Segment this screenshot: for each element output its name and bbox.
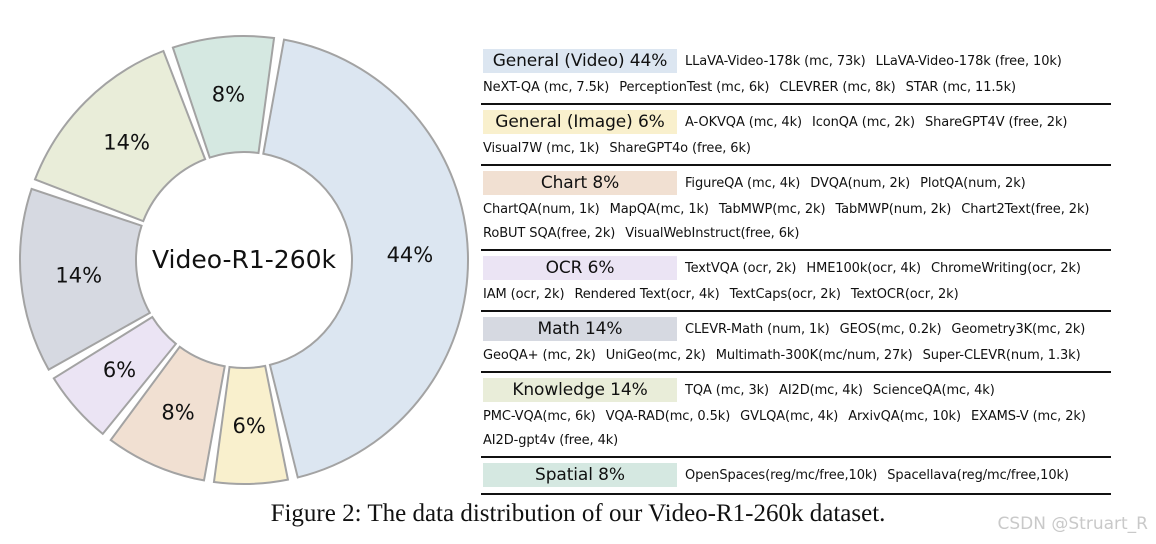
dataset-entry: GVLQA(mc, 4k)	[740, 408, 839, 424]
dataset-entry: TabMWP(mc, 2k)	[718, 201, 826, 217]
dataset-entry: ChartQA(num, 1k)	[483, 201, 600, 217]
dataset-entry: LLaVA-Video-178k (free, 10k)	[875, 53, 1062, 69]
dataset-entry: Geometry3K(mc, 2k)	[951, 321, 1086, 337]
donut-chart: 8% 44% 6% 8% 6% 14% 14% Video-R1-260k	[19, 35, 469, 485]
dataset-entry: LLaVA-Video-178k (mc, 73k)	[685, 53, 866, 69]
donut-slice-general-image	[212, 364, 290, 485]
category-badge: Spatial 8%	[483, 463, 677, 487]
dataset-entry: MapQA(mc, 1k)	[609, 201, 709, 217]
dataset-entry: STAR (mc, 11.5k)	[905, 79, 1016, 95]
dataset-entry: A-OKVQA (mc, 4k)	[685, 114, 802, 130]
dataset-entry: Chart2Text(free, 2k)	[961, 201, 1090, 217]
category-badge: Knowledge 14%	[483, 378, 677, 402]
dataset-entry: GeoQA+ (mc, 2k)	[483, 347, 596, 363]
donut-slice-general-video	[262, 38, 469, 479]
dataset-entry: FigureQA (mc, 4k)	[685, 175, 801, 191]
legend-line: Knowledge 14% TQA (mc, 3k) AI2D(mc, 4k) Sci…	[483, 376, 1111, 404]
legend-line: GeoQA+ (mc, 2k) UniGeo(mc, 2k) Multimath-3…	[483, 343, 1111, 367]
dataset-entry: Spacellava(reg/mc/free,10k)	[887, 467, 1069, 483]
legend-line: AI2D-gpt4v (free, 4k)	[483, 428, 1111, 452]
dataset-entry: Multimath-300K(mc/num, 27k)	[715, 347, 913, 363]
legend-group: General (Video) 44% LLaVA-Video-178k (mc,…	[481, 44, 1111, 105]
dataset-entry: ChromeWriting(ocr, 2k)	[931, 260, 1081, 276]
dataset-entry: PerceptionTest (mc, 6k)	[619, 79, 770, 95]
dataset-entry: ShareGPT4V (free, 2k)	[924, 114, 1068, 130]
dataset-entry: IconQA (mc, 2k)	[812, 114, 915, 130]
dataset-entry: EXAMS-V (mc, 2k)	[970, 408, 1086, 424]
legend-group: Chart 8% FigureQA (mc, 4k) DVQA(num, 2k) Pl…	[481, 166, 1111, 251]
category-badge: Math 14%	[483, 317, 677, 341]
dataset-entry: Visual7W (mc, 1k)	[483, 140, 600, 156]
legend-line: PMC-VQA(mc, 6k) VQA-RAD(mc, 0.5k) GVLQA(mc…	[483, 404, 1111, 428]
dataset-entry: TabMWP(num, 2k)	[835, 201, 952, 217]
dataset-entry: AI2D(mc, 4k)	[779, 382, 863, 398]
legend-group: Spatial 8% OpenSpaces(reg/mc/free,10k) Spa…	[481, 458, 1111, 495]
category-legend-table: General (Video) 44% LLaVA-Video-178k (mc,…	[481, 44, 1111, 495]
donut-center-label: Video-R1-260k	[152, 245, 337, 274]
category-badge: OCR 6%	[483, 256, 677, 280]
dataset-entry: VisualWebInstruct(free, 6k)	[625, 225, 800, 241]
category-badge: General (Image) 6%	[483, 110, 677, 134]
dataset-entry: ShareGPT4o (free, 6k)	[609, 140, 751, 156]
dataset-entry: CLEVRER (mc, 8k)	[779, 79, 896, 95]
legend-line: Math 14% CLEVR-Math (num, 1k) GEOS(mc, 0.2…	[483, 315, 1111, 343]
legend-line: General (Image) 6% A-OKVQA (mc, 4k) IconQA…	[483, 108, 1111, 136]
dataset-entry: UniGeo(mc, 2k)	[605, 347, 706, 363]
dataset-entry: NeXT-QA (mc, 7.5k)	[483, 79, 610, 95]
dataset-entry: ScienceQA(mc, 4k)	[872, 382, 995, 398]
dataset-entry: PMC-VQA(mc, 6k)	[483, 408, 596, 424]
slice-percent-label: 6%	[233, 414, 266, 438]
legend-group: Knowledge 14% TQA (mc, 3k) AI2D(mc, 4k) Sci…	[481, 373, 1111, 458]
dataset-entry: RoBUT SQA(free, 2k)	[483, 225, 616, 241]
dataset-entry: HME100k(ocr, 4k)	[806, 260, 922, 276]
dataset-entry: PlotQA(num, 2k)	[920, 175, 1026, 191]
legend-line: RoBUT SQA(free, 2k) VisualWebInstruct(fre…	[483, 221, 1111, 245]
dataset-entry: OpenSpaces(reg/mc/free,10k)	[685, 467, 878, 483]
donut-slice-knowledge	[33, 49, 207, 223]
slice-percent-label: 14%	[55, 264, 102, 288]
legend-line: OCR 6% TextVQA (ocr, 2k) HME100k(ocr, 4k) C…	[483, 254, 1111, 282]
dataset-entry: CLEVR-Math (num, 1k)	[685, 321, 830, 337]
dataset-entry: ArxivQA(mc, 10k)	[848, 408, 961, 424]
legend-group: OCR 6% TextVQA (ocr, 2k) HME100k(ocr, 4k) C…	[481, 251, 1111, 312]
donut-slice-ocr	[52, 315, 178, 436]
legend-line: Chart 8% FigureQA (mc, 4k) DVQA(num, 2k) Pl…	[483, 169, 1111, 197]
donut-slice-spatial	[171, 35, 276, 159]
category-badge: General (Video) 44%	[483, 49, 677, 73]
dataset-entry: TextCaps(ocr, 2k)	[729, 286, 841, 302]
legend-line: IAM (ocr, 2k) Rendered Text(ocr, 4k) TextC…	[483, 282, 1111, 306]
legend-line: General (Video) 44% LLaVA-Video-178k (mc,…	[483, 47, 1111, 75]
legend-group: General (Image) 6% A-OKVQA (mc, 4k) IconQA…	[481, 105, 1111, 166]
dataset-entry: AI2D-gpt4v (free, 4k)	[483, 432, 619, 448]
legend-line: ChartQA(num, 1k) MapQA(mc, 1k) TabMWP(mc, …	[483, 197, 1111, 221]
legend-group: Math 14% CLEVR-Math (num, 1k) GEOS(mc, 0.2…	[481, 312, 1111, 373]
slice-percent-label: 8%	[161, 400, 194, 424]
dataset-entry: IAM (ocr, 2k)	[483, 286, 565, 302]
slice-percent-label: 6%	[103, 358, 136, 382]
figure-caption: Figure 2: The data distribution of our V…	[270, 500, 886, 527]
dataset-entry: TextVQA (ocr, 2k)	[685, 260, 797, 276]
dataset-entry: VQA-RAD(mc, 0.5k)	[605, 408, 731, 424]
donut-slice-chart	[109, 345, 226, 482]
slice-percent-label: 44%	[387, 243, 434, 267]
legend-line: Visual7W (mc, 1k) ShareGPT4o (free, 6k)	[483, 136, 1111, 160]
donut-slice-math	[19, 187, 152, 372]
slice-percent-label: 14%	[103, 131, 150, 155]
dataset-entry: TextOCR(ocr, 2k)	[850, 286, 959, 302]
dataset-entry: Rendered Text(ocr, 4k)	[574, 286, 720, 302]
legend-line: Spatial 8% OpenSpaces(reg/mc/free,10k) Spa…	[483, 461, 1111, 489]
dataset-entry: TQA (mc, 3k)	[685, 382, 770, 398]
slice-percent-label: 8%	[212, 83, 245, 107]
legend-line: NeXT-QA (mc, 7.5k) PerceptionTest (mc, 6k…	[483, 75, 1111, 99]
watermark: CSDN @Struart_R	[997, 514, 1148, 534]
dataset-entry: Super-CLEVR(num, 1.3k)	[922, 347, 1081, 363]
category-badge: Chart 8%	[483, 171, 677, 195]
dataset-entry: DVQA(num, 2k)	[810, 175, 911, 191]
dataset-entry: GEOS(mc, 0.2k)	[839, 321, 942, 337]
